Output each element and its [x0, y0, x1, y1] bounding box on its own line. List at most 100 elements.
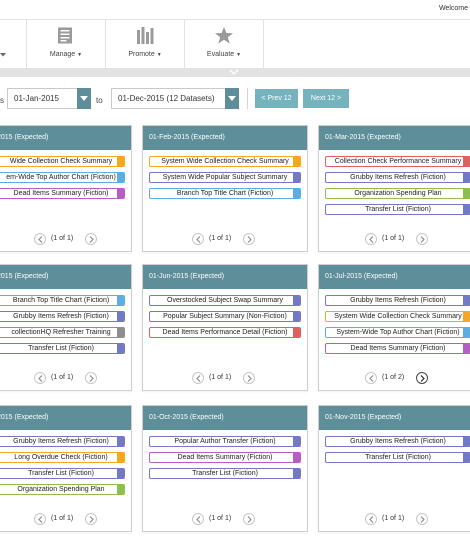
prev-page-button[interactable] [365, 513, 377, 525]
report-name: Grubby Items Refresh (Fiction) [350, 174, 446, 181]
report-color-tab [463, 328, 470, 337]
card-pagination: (1 of 1) [319, 512, 470, 526]
nav-item-manage[interactable]: Manage ▼ [27, 20, 105, 68]
report-item[interactable]: Collection Check Performance Summary [325, 156, 470, 167]
welcome-text: Welcome [438, 5, 468, 12]
next-page-button[interactable] [416, 513, 428, 525]
report-item[interactable]: Branch Top Title Chart (Fiction) [0, 295, 125, 306]
report-color-tab [293, 157, 300, 166]
report-item[interactable]: Grubby Items Refresh (Fiction) [0, 311, 125, 322]
nav-item-evaluate[interactable]: Evaluate ▼ [185, 20, 263, 68]
report-name: collectionHQ Refresher Training [11, 329, 111, 336]
report-item[interactable]: Transfer List (Fiction) [325, 452, 470, 463]
next-page-button[interactable] [416, 233, 428, 245]
prev-12-button[interactable]: < Prev 12 [255, 89, 298, 108]
chevron-down-icon [80, 96, 88, 101]
next-page-button[interactable] [416, 372, 428, 384]
report-item[interactable]: Transfer List (Fiction) [0, 468, 125, 479]
report-item[interactable]: System Wide Collection Check Summary [325, 311, 470, 322]
report-item[interactable]: em-Wide Top Author Chart (Fiction) [0, 172, 125, 183]
report-name: Branch Top Title Chart (Fiction) [176, 190, 274, 197]
prev-page-button[interactable] [365, 233, 377, 245]
report-item[interactable]: Grubby Items Refresh (Fiction) [325, 436, 470, 447]
prev-page-button[interactable] [192, 372, 204, 384]
prev-page-button[interactable] [192, 233, 204, 245]
report-name: System Wide Popular Subject Summary [162, 174, 288, 181]
report-item[interactable]: Grubby Items Refresh (Fiction) [325, 295, 470, 306]
next-page-button[interactable] [85, 233, 97, 245]
report-color-tab [463, 312, 470, 321]
report-item[interactable]: Grubby Items Refresh (Fiction) [0, 436, 125, 447]
report-color-tab [293, 469, 300, 478]
report-name: Grubby Items Refresh (Fiction) [350, 438, 446, 445]
to-label: to [96, 96, 103, 105]
from-date-select[interactable]: 01-Jan-2015 [7, 88, 91, 109]
card-title: 2015 (Expected) [0, 406, 131, 430]
report-item[interactable]: Organization Spending Plan [0, 484, 125, 495]
report-item[interactable]: Grubby Items Refresh (Fiction) [325, 172, 470, 183]
report-name: Popular Subject Summary (Non-Fiction) [163, 313, 287, 320]
nav-item-promote[interactable]: Promote ▼ [106, 20, 184, 68]
schedule-card: 2015 (Expected) Wide Collection Check Sum… [0, 125, 132, 252]
report-color-tab [463, 437, 470, 446]
to-date-value: 01-Dec-2015 (12 Datasets) [118, 94, 215, 103]
report-item[interactable]: Transfer List (Fiction) [149, 468, 301, 479]
nav-divider [184, 20, 185, 68]
report-item[interactable]: Organization Spending Plan [325, 188, 470, 199]
report-name: Dead Items Performance Detail (Fiction) [162, 329, 288, 336]
report-name: System Wide Collection Check Summary [334, 313, 462, 320]
report-item[interactable]: Long Overdue Check (Fiction) [0, 452, 125, 463]
prev-page-button[interactable] [34, 372, 46, 384]
report-color-tab [117, 157, 124, 166]
report-item[interactable]: Dead Items Summary (Fiction) [325, 343, 470, 354]
report-item[interactable]: Overstocked Subject Swap Summary [149, 295, 301, 306]
report-color-tab [117, 453, 124, 462]
card-pagination: (1 of 1) [319, 232, 470, 246]
card-pagination: (1 of 1) [143, 371, 307, 385]
card-title: 01-Feb-2015 (Expected) [143, 126, 307, 150]
report-name: Organization Spending Plan [17, 486, 105, 493]
prev-page-button[interactable] [34, 513, 46, 525]
next-page-button[interactable] [85, 513, 97, 525]
report-item[interactable]: System-Wide Top Author Chart (Fiction) [325, 327, 470, 338]
report-item[interactable]: Transfer List (Fiction) [0, 343, 125, 354]
chevron-down-icon[interactable] [229, 69, 239, 76]
report-item[interactable]: Popular Author Transfer (Fiction) [149, 436, 301, 447]
nav-item-partial[interactable] [0, 20, 26, 68]
to-date-select[interactable]: 01-Dec-2015 (12 Datasets) [111, 88, 239, 109]
report-name: Organization Spending Plan [354, 190, 442, 197]
report-color-tab [463, 189, 470, 198]
prev-page-button[interactable] [192, 513, 204, 525]
nav-divider [263, 20, 264, 68]
report-item[interactable]: collectionHQ Refresher Training [0, 327, 125, 338]
report-item[interactable]: Wide Collection Check Summary [0, 156, 125, 167]
card-title: 01-Oct-2015 (Expected) [143, 406, 307, 430]
report-item[interactable]: System Wide Popular Subject Summary [149, 172, 301, 183]
report-item[interactable]: Branch Top Title Chart (Fiction) [149, 188, 301, 199]
prev-page-button[interactable] [34, 233, 46, 245]
report-item[interactable]: Transfer List (Fiction) [325, 204, 470, 215]
card-pagination: (1 of 1) [143, 512, 307, 526]
to-date-dropdown-button[interactable] [225, 88, 239, 109]
nav-divider [26, 20, 27, 68]
report-name: Long Overdue Check (Fiction) [14, 454, 108, 461]
schedule-card: 2015 (Expected) Branch Top Title Chart (F… [0, 264, 132, 391]
report-color-tab [293, 312, 300, 321]
report-color-tab [463, 205, 470, 214]
card-title: 2015 (Expected) [0, 126, 131, 150]
report-item[interactable]: Dead Items Summary (Fiction) [0, 188, 125, 199]
next-page-button[interactable] [85, 372, 97, 384]
report-item[interactable]: Dead Items Performance Detail (Fiction) [149, 327, 301, 338]
prev-page-button[interactable] [365, 372, 377, 384]
report-color-tab [463, 296, 470, 305]
from-date-dropdown-button[interactable] [77, 88, 91, 109]
next-page-button[interactable] [243, 513, 255, 525]
report-color-tab [293, 453, 300, 462]
report-item[interactable]: Dead Items Summary (Fiction) [149, 452, 301, 463]
report-item[interactable]: System Wide Collection Check Summary [149, 156, 301, 167]
report-item[interactable]: Popular Subject Summary (Non-Fiction) [149, 311, 301, 322]
next-page-button[interactable] [243, 372, 255, 384]
next-12-button[interactable]: Next 12 > [303, 89, 349, 108]
next-page-button[interactable] [243, 233, 255, 245]
from-label: s [0, 96, 4, 105]
